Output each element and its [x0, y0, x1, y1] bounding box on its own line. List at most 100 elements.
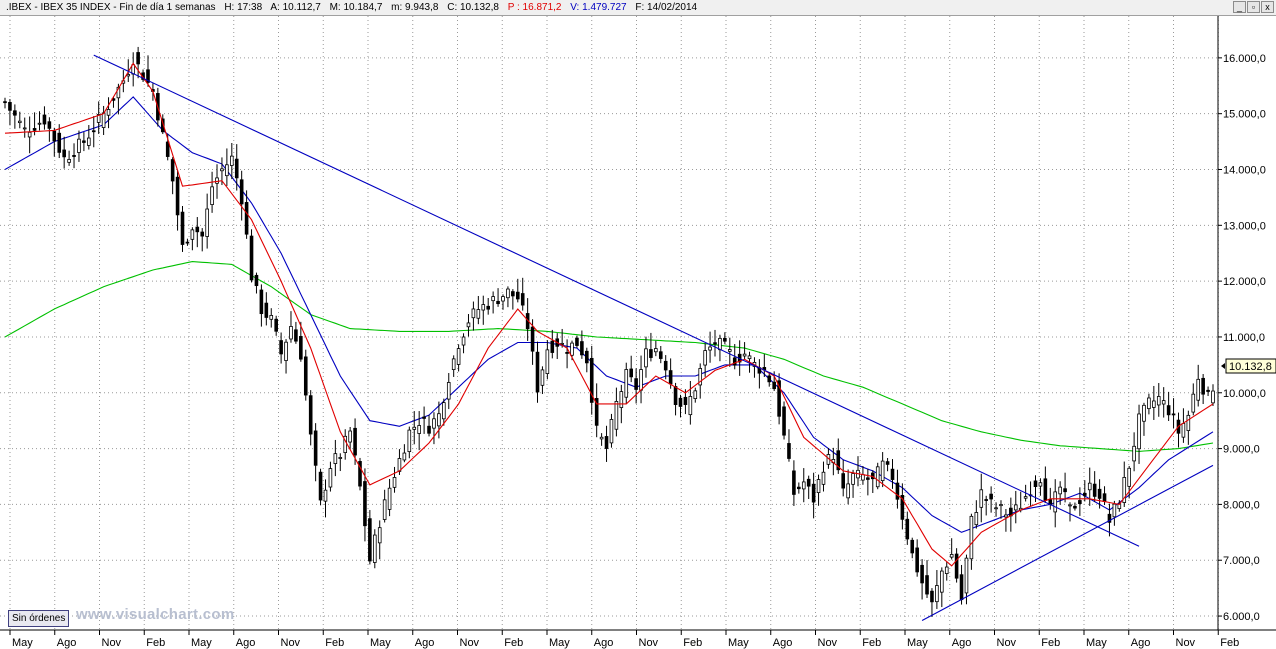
window-controls: _ ▫ x [1233, 1, 1274, 13]
candle-body [1092, 483, 1097, 497]
candle-body [614, 401, 619, 430]
x-tick-label: Ago [1131, 637, 1151, 649]
trendlines[interactable] [93, 54, 1214, 621]
x-tick-label: Feb [862, 637, 881, 649]
candle-body [259, 289, 264, 315]
candle-body [989, 493, 993, 500]
candle-body [713, 342, 717, 345]
y-tick-label: 13.000,0 [1223, 220, 1266, 232]
candle-body [239, 179, 244, 205]
candle-body [1201, 377, 1205, 395]
candle-body [1186, 414, 1191, 431]
min-label: m: 9.943,8 [391, 2, 439, 13]
candle-body [451, 358, 456, 370]
candle-body [639, 369, 643, 391]
candle-body [382, 499, 387, 520]
candle-body [91, 130, 96, 133]
candle-body [663, 360, 668, 371]
candle-body [1132, 445, 1136, 462]
price-axis: 16.000,0 15.000,0 14.000,0 13.000,0 12.000,0… [1218, 53, 1266, 623]
candle-body [1156, 396, 1161, 406]
trendline [921, 464, 1214, 621]
candle-body [82, 140, 86, 143]
candle-body [318, 471, 323, 501]
candle-body [338, 457, 343, 459]
x-tick-label: Feb [1041, 637, 1060, 649]
candle-body [37, 122, 42, 125]
candle-body [772, 381, 776, 390]
max-label: M: 10.184,7 [329, 2, 383, 13]
candle-body [940, 570, 944, 593]
candle-body [377, 527, 382, 544]
candle-body [851, 473, 855, 485]
date-label: F: 14/02/2014 [635, 2, 698, 13]
candle-body [777, 380, 781, 417]
candle-body [1053, 491, 1058, 513]
candle-body [673, 386, 678, 405]
orders-button[interactable]: Sin órdenes [8, 610, 70, 627]
candle-body [481, 304, 486, 311]
y-tick-label: 8.000,0 [1223, 499, 1260, 511]
minimize-button[interactable]: _ [1233, 1, 1246, 13]
candle-body [220, 168, 224, 172]
candle-body [67, 159, 71, 163]
x-tick-label: Nov [460, 637, 480, 649]
candle-body [299, 336, 303, 360]
candle-body [506, 288, 510, 299]
candle-body [994, 507, 998, 510]
restore-button[interactable]: ▫ [1247, 1, 1260, 13]
candle-body [801, 481, 806, 490]
x-tick-label: May [370, 637, 391, 649]
x-tick-label: Feb [146, 637, 165, 649]
candle-body [234, 158, 239, 179]
y-tick-label: 10.000,0 [1223, 388, 1266, 400]
time-axis: May Ago Nov Feb May Ago Nov Feb May Ago Nov Feb May A… [9, 630, 1239, 649]
price-chart[interactable]: 16.000,0 15.000,0 14.000,0 13.000,0 12.000,0… [0, 16, 1276, 649]
candle-body [698, 368, 703, 386]
close-button[interactable]: x [1261, 1, 1274, 13]
candle-body [979, 489, 984, 508]
candle-body [407, 429, 412, 453]
candle-body [328, 468, 333, 488]
candle-body [96, 114, 101, 123]
candle-body [284, 341, 288, 361]
candle-body [1068, 504, 1072, 507]
candle-body [77, 138, 81, 153]
candle-body [3, 101, 7, 104]
x-tick-label: Ago [236, 637, 256, 649]
candle-body [511, 291, 515, 297]
candle-body [170, 159, 175, 182]
trendline [93, 54, 1140, 547]
candle-body [402, 452, 407, 461]
candle-body [880, 460, 885, 482]
candle-body [1112, 503, 1117, 518]
candle-body [466, 322, 471, 328]
candle-body [185, 241, 190, 244]
candle-body [42, 114, 47, 125]
candle-body [136, 52, 140, 65]
candle-body [274, 318, 278, 332]
ma-mid-line [4, 96, 1214, 533]
x-tick-label: May [1086, 637, 1107, 649]
candle-body [437, 413, 441, 427]
candle-body [565, 351, 569, 354]
candle-body [1033, 480, 1038, 488]
candle-body [585, 350, 589, 364]
candle-body [787, 443, 791, 459]
candle-body [52, 130, 57, 142]
candle-body [368, 518, 372, 562]
candle-body [13, 110, 17, 116]
candle-body [180, 211, 185, 245]
candle-body [476, 309, 481, 319]
x-tick-label: Ago [57, 637, 77, 649]
candle-body [1206, 389, 1210, 392]
candle-body [1038, 482, 1043, 487]
candle-body [599, 436, 604, 440]
open-label: A: 10.112,7 [270, 2, 321, 13]
candle-body [1087, 482, 1092, 491]
candle-body [649, 349, 653, 358]
candle-body [520, 293, 525, 306]
candle-body [1196, 378, 1201, 401]
candle-body [47, 121, 52, 129]
candle-body [885, 461, 890, 465]
